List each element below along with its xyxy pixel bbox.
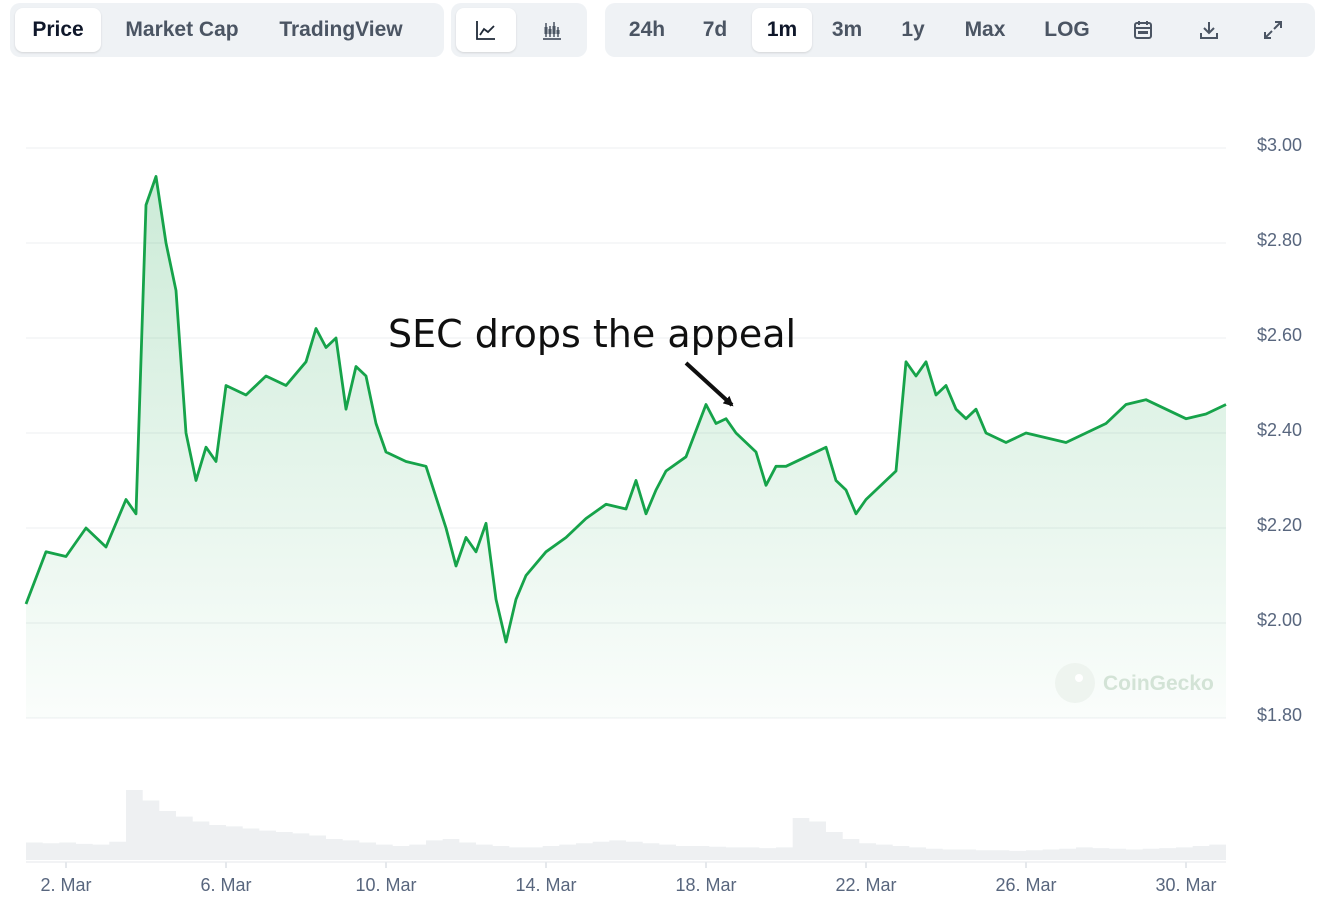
x-tick-label: 6. Mar <box>200 875 251 895</box>
date-picker-button[interactable] <box>1108 8 1178 52</box>
tab-market-cap[interactable]: Market Cap <box>125 18 239 41</box>
price-area-fill <box>26 176 1226 718</box>
y-tick-label: $2.80 <box>1257 230 1302 250</box>
x-tick-label: 2. Mar <box>40 875 91 895</box>
range-3m-button[interactable]: 3m <box>831 18 863 41</box>
chart-kind-toggle <box>451 3 587 57</box>
y-tick-label: $2.20 <box>1257 515 1302 535</box>
chart-toolbar: Price Market Cap TradingView 24h 7d 1m 3… <box>0 0 1326 64</box>
annotation-arrow <box>684 361 734 407</box>
x-tick-label: 26. Mar <box>995 875 1056 895</box>
download-icon <box>1200 22 1218 39</box>
x-tick-label: 18. Mar <box>675 875 736 895</box>
chart-type-tabs: Price Market Cap TradingView <box>10 3 444 57</box>
range-1m-button[interactable]: 1m <box>752 8 812 52</box>
tab-tradingview[interactable]: TradingView <box>279 18 403 41</box>
coingecko-watermark: CoinGecko <box>1055 663 1214 703</box>
download-button[interactable] <box>1178 8 1240 52</box>
calendar-icon <box>1134 21 1152 39</box>
fullscreen-button[interactable] <box>1240 8 1306 52</box>
line-chart-button[interactable] <box>456 8 516 52</box>
x-tick-label: 22. Mar <box>835 875 896 895</box>
range-1y-button[interactable]: 1y <box>901 18 925 41</box>
volume-area <box>26 790 1226 860</box>
expand-icon <box>1264 21 1282 39</box>
range-max-button[interactable]: Max <box>964 18 1006 41</box>
coingecko-logo-icon <box>1055 663 1095 703</box>
y-tick-label: $2.60 <box>1257 325 1302 345</box>
x-tick-label: 10. Mar <box>355 875 416 895</box>
y-tick-label: $1.80 <box>1257 705 1302 725</box>
log-scale-button[interactable]: LOG <box>1044 18 1090 41</box>
line-chart-icon <box>476 21 495 40</box>
x-tick-label: 14. Mar <box>515 875 576 895</box>
range-controls: 24h 7d 1m 3m 1y Max LOG <box>605 3 1315 57</box>
candlestick-chart-button[interactable] <box>522 8 582 52</box>
y-tick-label: $2.00 <box>1257 610 1302 630</box>
y-tick-label: $3.00 <box>1257 135 1302 155</box>
annotation-text: SEC drops the appeal <box>388 312 797 356</box>
candlestick-chart-icon <box>543 22 561 40</box>
y-tick-label: $2.40 <box>1257 420 1302 440</box>
coingecko-watermark-text: CoinGecko <box>1103 672 1214 695</box>
range-24h-button[interactable]: 24h <box>628 18 666 41</box>
tab-price[interactable]: Price <box>15 8 101 52</box>
range-7d-button[interactable]: 7d <box>702 18 728 41</box>
x-tick-label: 30. Mar <box>1155 875 1216 895</box>
price-line <box>24 175 1227 644</box>
